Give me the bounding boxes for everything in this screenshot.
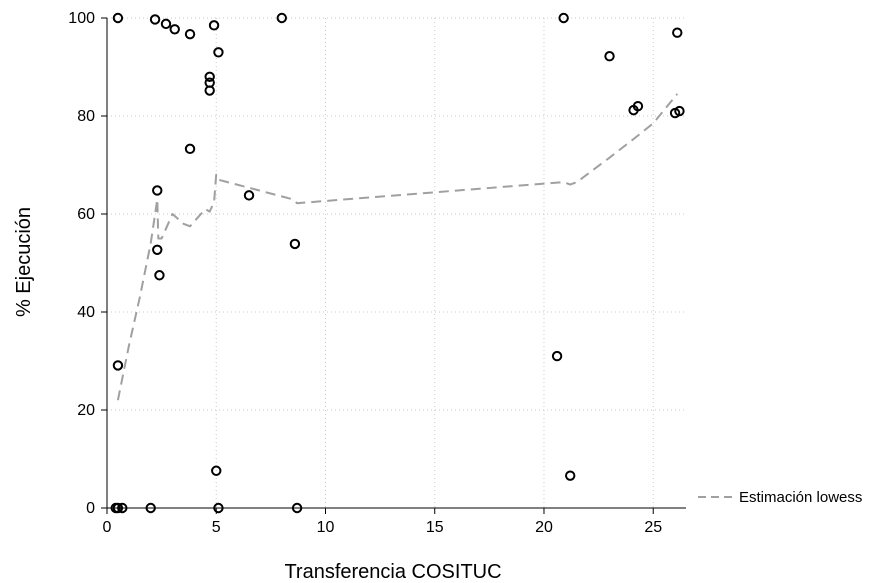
scatter-point — [112, 12, 124, 24]
scatter-point — [208, 20, 220, 31]
y-tick-label: 60 — [77, 206, 95, 223]
lowess-line — [116, 93, 679, 401]
y-axis-ticks: 0 20 40 60 80 100 — [68, 10, 107, 517]
scatter-point — [145, 502, 156, 514]
scatter-point — [213, 47, 224, 58]
plot-area — [107, 18, 686, 508]
axes — [106, 18, 686, 509]
x-tick-label: 5 — [212, 519, 221, 536]
scatter-point — [204, 85, 215, 96]
scatter-point — [149, 14, 161, 25]
scatter-point — [672, 27, 683, 38]
scatter-point — [291, 502, 303, 514]
x-tick-label: 20 — [535, 519, 553, 536]
lowess-series — [116, 93, 679, 401]
legend-label-lowess: Estimación lowess — [739, 489, 862, 506]
x-axis-ticks: 0 5 10 15 20 25 — [103, 508, 662, 536]
y-tick-label: 20 — [77, 402, 95, 419]
scatter-point — [289, 238, 301, 250]
scatter-point — [184, 28, 196, 40]
x-tick-label: 15 — [426, 519, 444, 536]
x-tick-label: 25 — [644, 519, 662, 536]
y-tick-label: 80 — [77, 108, 95, 125]
scatter-point — [160, 18, 172, 30]
scatter-point — [213, 502, 224, 514]
scatter-point — [558, 12, 569, 24]
scatter-point — [211, 465, 222, 476]
scatter-point — [117, 502, 128, 514]
x-tick-label: 10 — [317, 519, 335, 536]
y-axis-title: % Ejecución — [13, 207, 35, 317]
scatter-point — [565, 470, 576, 481]
y-tick-label: 100 — [68, 10, 95, 27]
scatter-point — [204, 71, 215, 83]
x-axis-title: Transferencia COSITUC — [284, 561, 501, 583]
y-tick-label: 40 — [77, 304, 95, 321]
scatter-point — [604, 51, 615, 62]
scatter-point — [632, 101, 644, 112]
scatter-point — [152, 244, 163, 255]
scatter-point — [674, 105, 685, 117]
x-tick-label: 0 — [103, 519, 112, 536]
scatter-point — [169, 24, 180, 35]
legend: Estimación lowess — [698, 489, 862, 506]
y-tick-label: 0 — [86, 500, 95, 517]
scatter-series — [110, 12, 685, 514]
scatter-point — [152, 185, 163, 196]
scatter-point — [551, 350, 563, 362]
scatter-point — [243, 190, 255, 201]
scatter-point — [184, 143, 196, 155]
scatter-point — [112, 360, 124, 371]
scatter-point — [154, 270, 165, 281]
scatter-point — [276, 12, 287, 24]
scatter-point — [112, 502, 124, 514]
